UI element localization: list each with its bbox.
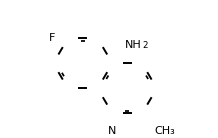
Text: N: N (108, 126, 117, 136)
Text: CH₃: CH₃ (155, 126, 175, 136)
Text: 2: 2 (142, 41, 148, 50)
Text: F: F (49, 33, 55, 43)
Text: NH: NH (125, 40, 142, 50)
